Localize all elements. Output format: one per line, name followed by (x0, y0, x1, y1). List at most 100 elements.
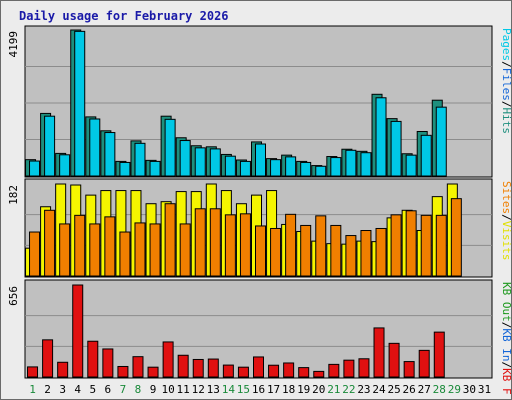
x-tick-day-21: 21 (327, 383, 340, 396)
x-tick-day-10: 10 (161, 383, 174, 396)
bar-kb-f-day-14 (222, 364, 234, 378)
bar-files-day-27 (420, 134, 432, 177)
bar-sites-day-10 (164, 203, 176, 277)
bar-sites-day-20 (315, 215, 327, 277)
bar-files-day-11 (179, 140, 191, 177)
bar-files-day-3 (59, 154, 71, 177)
bar-kb-f-day-15 (237, 366, 249, 378)
legend-entry: / (500, 362, 512, 369)
x-tick-day-8: 8 (135, 383, 142, 396)
legend-entry: Sites (500, 181, 512, 214)
bar-kb-f-day-20 (313, 370, 325, 378)
bar-kb-f-day-12 (192, 358, 204, 378)
bar-files-day-14 (224, 155, 236, 177)
bar-sites-day-12 (194, 208, 206, 277)
x-tick-day-5: 5 (89, 383, 96, 396)
bar-kb-f-day-27 (418, 349, 430, 378)
bar-sites-day-29 (450, 198, 462, 277)
bar-files-day-24 (375, 97, 387, 177)
bar-files-day-15 (239, 160, 251, 177)
x-tick-day-16: 16 (252, 383, 265, 396)
x-tick-day-15: 15 (237, 383, 250, 396)
legend-entry: / (500, 214, 512, 221)
bar-files-day-12 (194, 147, 206, 177)
bar-files-day-19 (300, 161, 312, 177)
bar-sites-day-26 (405, 210, 417, 277)
legend-pages-files-hits: Pages/Files/Hits (500, 28, 512, 134)
bar-kb-f-day-21 (328, 363, 340, 378)
x-tick-day-23: 23 (357, 383, 370, 396)
x-tick-day-14: 14 (222, 383, 236, 396)
bar-files-day-25 (390, 120, 402, 177)
bar-files-day-17 (270, 159, 282, 177)
bar-files-day-21 (330, 157, 342, 177)
y-max-label: 4199 (7, 31, 20, 58)
x-tick-day-30: 30 (463, 383, 476, 396)
bar-files-day-1 (29, 160, 41, 177)
bar-sites-day-25 (390, 214, 402, 277)
x-tick-day-17: 17 (267, 383, 280, 396)
x-tick-day-9: 9 (150, 383, 157, 396)
x-tick-day-13: 13 (207, 383, 220, 396)
bar-sites-day-3 (59, 223, 71, 277)
bar-kb-f-day-11 (177, 354, 189, 378)
x-tick-day-29: 29 (448, 383, 461, 396)
bar-kb-f-day-26 (403, 361, 415, 378)
series-sites (29, 198, 462, 277)
bar-files-day-5 (89, 118, 101, 177)
legend-entry: / (500, 61, 512, 68)
bar-kb-f-day-18 (283, 362, 295, 378)
bar-sites-day-21 (330, 224, 342, 277)
x-tick-day-22: 22 (342, 383, 355, 396)
bar-sites-day-22 (345, 235, 357, 277)
bar-sites-day-4 (74, 214, 86, 277)
bar-files-day-2 (44, 115, 56, 177)
x-tick-day-3: 3 (59, 383, 66, 396)
bar-kb-f-day-4 (72, 284, 84, 378)
series-kb-f (27, 284, 445, 378)
x-tick-day-4: 4 (74, 383, 81, 396)
bar-kb-f-day-2 (42, 339, 54, 378)
x-tick-day-18: 18 (282, 383, 295, 396)
bar-files-day-28 (435, 106, 447, 177)
legend-entry: KB Out (500, 282, 512, 322)
legend-visits-sites: Sites/Visits (500, 181, 512, 261)
bar-kb-f-day-7 (117, 365, 129, 378)
bar-kb-f-day-28 (433, 331, 445, 378)
bar-sites-day-23 (360, 230, 372, 277)
legend-entry: / (500, 101, 512, 108)
legend-entry: Files (500, 68, 512, 101)
x-tick-day-2: 2 (44, 383, 51, 396)
bar-sites-day-28 (435, 214, 447, 277)
bar-files-day-18 (285, 156, 297, 177)
legend-entry: KB F (500, 368, 512, 395)
bar-kb-f-day-16 (253, 356, 264, 378)
bar-kb-f-day-17 (268, 364, 280, 378)
bar-sites-day-16 (255, 225, 266, 277)
bar-kb-f-day-8 (132, 356, 144, 378)
bar-files-day-23 (360, 152, 372, 177)
legend-entry: Pages (500, 28, 512, 61)
bar-files-day-26 (405, 154, 417, 177)
x-tick-day-11: 11 (177, 383, 190, 396)
y-max-label: 182 (7, 185, 20, 205)
legend-entry: Visits (500, 221, 512, 261)
bar-files-day-4 (74, 30, 86, 177)
bar-sites-day-13 (209, 208, 221, 277)
x-axis-day-labels: 1 2 3 4 5 6 7 8 9 10 11 12 13 14 15 16 17 18 19 20 21 22 23 24 2… (29, 383, 491, 396)
x-tick-day-7: 7 (120, 383, 127, 396)
bar-files-day-8 (134, 142, 146, 177)
panel-kbf-kbin-kbout: 656 KB Out/KB In/KB F (7, 279, 512, 395)
bar-kb-f-day-24 (373, 327, 385, 378)
bar-files-day-22 (345, 149, 357, 177)
x-tick-day-24: 24 (372, 383, 386, 396)
bar-files-day-7 (119, 161, 131, 177)
series-files (29, 30, 447, 177)
bar-kb-f-day-9 (147, 366, 159, 378)
x-tick-day-26: 26 (403, 383, 416, 396)
bar-kb-f-day-10 (162, 341, 174, 378)
legend-entry: KB In (500, 328, 512, 361)
bar-sites-day-6 (104, 216, 116, 277)
